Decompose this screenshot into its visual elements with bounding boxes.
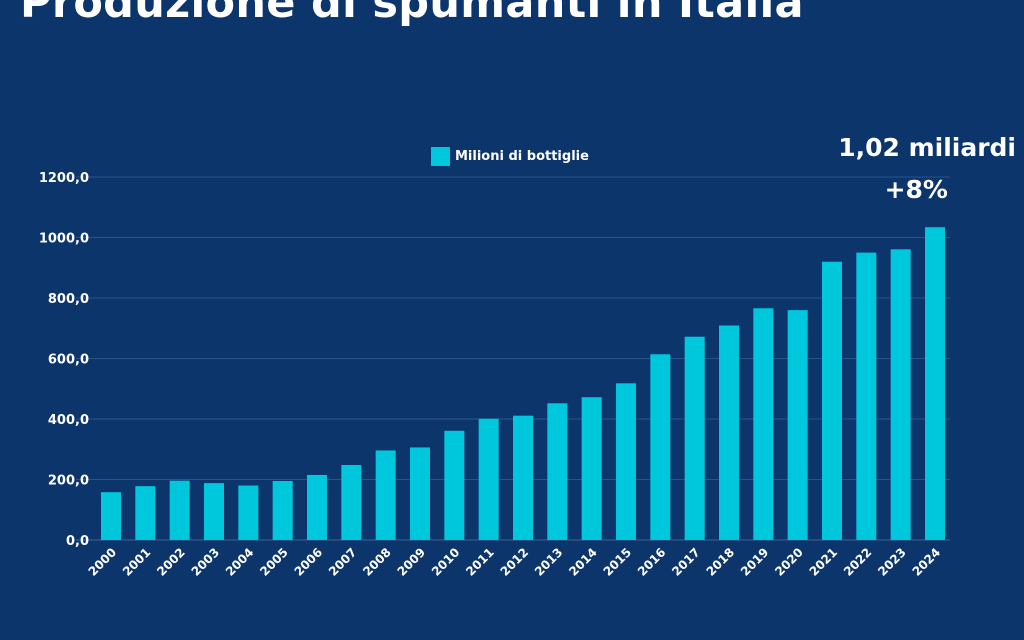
bar-2009 [410,447,430,540]
bar-2022 [856,252,877,540]
x-tick-label: 2003 [189,545,223,579]
bar-2023 [890,249,911,541]
x-tick-label: 2023 [875,545,909,579]
y-tick-label: 0,0 [66,534,89,549]
bar-2005 [272,481,293,540]
bar-2002 [169,480,190,540]
x-tick-label: 2005 [257,545,291,579]
x-tick-label: 2021 [807,545,841,579]
x-tick-label: 2019 [738,545,772,579]
bar-2017 [684,336,705,540]
x-tick-label: 2013 [532,545,566,579]
bar-2004 [238,485,259,540]
annotation-growth: +8% [884,175,948,204]
bar-2014 [581,397,602,540]
x-tick-label: 2015 [601,545,635,579]
bar-2000 [101,492,121,540]
x-tick-label: 2017 [669,545,703,579]
bar-2006 [307,474,327,540]
x-tick-label: 2018 [704,545,738,579]
x-tick-label: 2000 [86,545,120,579]
y-tick-label: 400,0 [48,413,89,428]
x-tick-label: 2004 [223,545,257,579]
x-tick-label: 2002 [154,545,188,579]
bar-2013 [547,403,568,540]
y-tick-label: 800,0 [48,292,89,307]
bar-2020 [787,310,808,540]
x-tick-label: 2012 [498,545,532,579]
legend: Milioni di bottiglie [431,147,589,166]
x-tick-label: 2024 [910,545,944,579]
x-tick-label: 2009 [395,545,429,579]
chart-title: Produzione di spumanti in Italia [20,0,804,28]
bar-2016 [650,354,671,540]
x-tick-label: 2006 [292,545,326,579]
bar-2011 [478,418,499,540]
x-tick-label: 2010 [429,545,463,579]
y-tick-label: 1000,0 [39,232,89,247]
annotation-total: 1,02 miliardi [838,133,1016,162]
x-tick-label: 2022 [841,545,875,579]
x-tick-label: 2016 [635,545,669,579]
bar-2021 [822,261,842,540]
legend-swatch [431,147,450,166]
bar-2003 [204,483,224,540]
x-tick-label: 2011 [463,545,497,579]
x-tick-label: 2001 [120,545,154,579]
y-tick-label: 1200,0 [39,171,89,186]
legend-label: Milioni di bottiglie [455,149,589,164]
y-tick-label: 600,0 [48,353,89,368]
bar-2019 [753,308,774,540]
bar-2007 [341,464,362,540]
bar-2010 [444,430,465,540]
x-tick-label: 2007 [326,545,360,579]
bar-2001 [135,486,156,540]
x-tick-label: 2008 [360,545,394,579]
x-tick-label: 2020 [772,545,806,579]
bar-2008 [375,450,396,540]
bar-2012 [513,415,533,540]
bar-2015 [616,383,636,540]
x-tick-label: 2014 [566,545,600,579]
bar-2024 [925,227,945,540]
bar-2018 [719,325,739,540]
y-tick-label: 200,0 [48,474,89,489]
